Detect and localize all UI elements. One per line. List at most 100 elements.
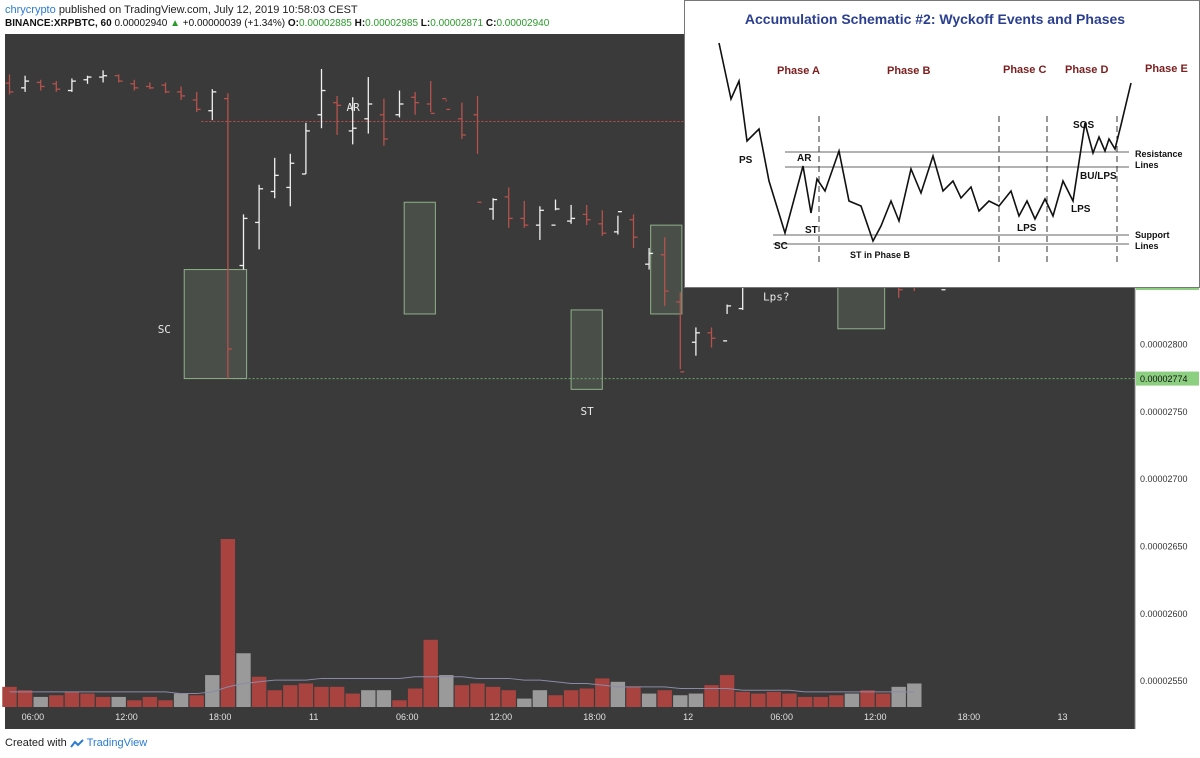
event-sc-label: SC — [774, 241, 788, 252]
price-change: +0.00000039 (+1.34%) — [182, 18, 286, 29]
ohlc-bar — [130, 79, 139, 91]
ohlc-bar — [364, 77, 373, 134]
volume-bar — [142, 696, 158, 707]
volume-bar — [205, 675, 220, 707]
volume-bar — [688, 693, 704, 707]
volume-bar — [158, 700, 173, 707]
time-tick-label: 18:00 — [958, 712, 981, 722]
phase-d-label: Phase D — [1065, 64, 1108, 76]
high-value: 0.00002985 — [365, 18, 419, 29]
price-tick-label: 0.00002800 — [1140, 340, 1188, 350]
volume-bar — [220, 539, 236, 707]
st-box — [570, 309, 603, 390]
ohlc-bar — [317, 68, 326, 129]
ohlc-bar — [301, 122, 310, 175]
time-tick-label: 06:00 — [396, 712, 419, 722]
volume-bar — [2, 686, 17, 707]
support-lines-label: Lines — [1135, 241, 1159, 251]
phase-a-label: Phase A — [777, 65, 820, 77]
ohlc-bar — [676, 292, 685, 373]
resistance-lines-label: Lines — [1135, 160, 1159, 170]
close-label: C: — [485, 18, 497, 29]
ohlc-bar — [239, 214, 248, 270]
time-tick-label: 18:00 — [583, 712, 606, 722]
time-tick-label: 12:00 — [115, 712, 138, 722]
annotation-ar-label: AR — [346, 101, 360, 114]
volume-bar — [501, 690, 516, 707]
volume-bar — [361, 690, 376, 707]
volume-bar — [563, 690, 579, 707]
ohlc-bar — [67, 78, 76, 92]
event-ps-label: PS — [739, 155, 753, 166]
ohlc-bar — [348, 97, 357, 145]
volume-bar — [626, 686, 641, 707]
volume-bar — [470, 683, 485, 707]
ohlc-bar — [426, 81, 435, 115]
time-tick-label: 13 — [1057, 712, 1067, 722]
price-tick-label: 0.00002750 — [1140, 407, 1188, 417]
ohlc-bar — [629, 214, 638, 249]
volume-bar — [860, 690, 875, 707]
ohlc-bar — [520, 200, 529, 228]
phase-c-label: Phase C — [1003, 64, 1046, 76]
publish-info: published on TradingView.com, July 12, 2… — [58, 4, 358, 16]
change-up-icon: ▲ — [170, 18, 180, 29]
ohlc-bar — [457, 102, 466, 139]
open-value: 0.00002885 — [298, 18, 352, 29]
sc-box — [183, 269, 248, 380]
time-axis[interactable] — [5, 707, 1135, 729]
low-label: L: — [420, 18, 431, 29]
level-price-tag-label: 0.00002774 — [1140, 374, 1188, 384]
tradingview-link[interactable]: TradingView — [86, 737, 148, 749]
volume-bar — [407, 688, 423, 707]
ohlc-bar — [504, 187, 513, 228]
price-tick-label: 0.00002600 — [1140, 609, 1188, 619]
ohlc-bar — [208, 89, 217, 121]
time-tick-label: 06:00 — [770, 712, 793, 722]
time-tick-label: 11 — [309, 712, 318, 722]
ohlc-bar — [551, 199, 560, 226]
tradingview-logo-icon — [70, 738, 84, 748]
ohlc-bar — [270, 157, 279, 199]
ohlc-bar — [114, 74, 123, 83]
time-tick-label: 18:00 — [209, 712, 232, 722]
ohlc-bar — [223, 93, 232, 379]
volume-bar — [17, 690, 33, 707]
ohlc-bar — [411, 91, 420, 115]
volume-bar — [267, 690, 282, 707]
author-link[interactable]: chrycrypto — [5, 4, 56, 16]
volume-bar — [813, 696, 828, 707]
volume-bar — [189, 695, 204, 707]
close-value: 0.00002940 — [496, 18, 550, 29]
ohlc-bar — [489, 198, 498, 220]
ohlc-bar — [145, 82, 154, 90]
volume-bar — [532, 690, 548, 707]
volume-bar — [345, 693, 360, 707]
volume-bar — [875, 693, 891, 707]
volume-bar — [579, 688, 594, 707]
ohlc-bar — [286, 153, 295, 207]
volume-bar — [595, 678, 610, 707]
volume-bar — [80, 693, 95, 707]
price-tick-label: 0.00002550 — [1140, 676, 1188, 686]
volume-bar — [657, 690, 672, 707]
ohlc-bar — [21, 75, 30, 92]
wyckoff-schematic-inset: Accumulation Schematic #2: Wyckoff Event… — [684, 0, 1200, 288]
event-bu-lps-label: BU/LPS — [1080, 171, 1117, 182]
volume-ma-line — [9, 676, 915, 695]
time-tick-label: 12:00 — [864, 712, 887, 722]
high-label: H: — [354, 18, 366, 29]
volume-bar — [173, 693, 189, 707]
event-st-label: ST — [805, 225, 818, 236]
volume-bar — [95, 696, 111, 707]
ohlc-bar — [442, 97, 451, 111]
event-lps-c-label: LPS — [1017, 223, 1037, 234]
volume-bar — [751, 693, 766, 707]
event-st-phase-b-label: ST in Phase B — [850, 250, 911, 260]
ohlc-bar — [177, 86, 186, 100]
volume-bar — [485, 686, 501, 707]
ohlc-bar — [723, 304, 732, 342]
volume-bar — [641, 693, 657, 707]
price-tick-label: 0.00002650 — [1140, 541, 1188, 551]
st-box-left — [403, 201, 436, 315]
